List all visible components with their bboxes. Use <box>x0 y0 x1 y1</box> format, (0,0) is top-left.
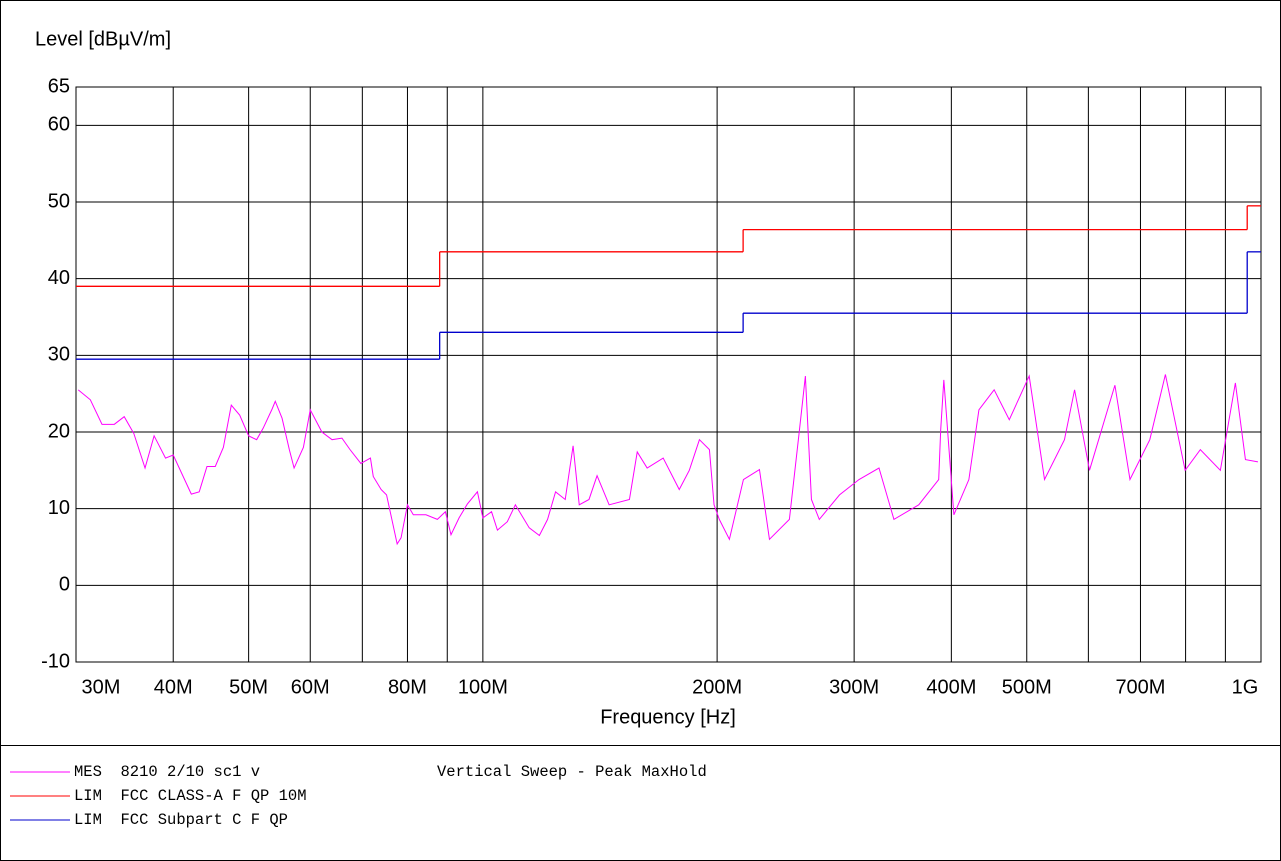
legend-label: LIM FCC Subpart C F QP <box>74 811 288 829</box>
x-tick-label: 300M <box>829 676 879 698</box>
x-tick-label: 80M <box>388 676 427 698</box>
y-tick-label: 60 <box>48 114 70 136</box>
y-tick-label: 0 <box>59 574 70 596</box>
y-tick-label: 40 <box>48 267 70 289</box>
y-axis-label: Level [dBµV/m] <box>35 28 171 50</box>
measurement-line <box>77 374 1259 546</box>
x-axis-label: Frequency [Hz] <box>600 706 736 728</box>
x-tick-label: 500M <box>1002 676 1052 698</box>
x-tick-label: 1G <box>1232 676 1259 698</box>
y-tick-label: 20 <box>48 420 70 442</box>
x-tick-label: 40M <box>154 676 193 698</box>
y-tick-label: -10 <box>41 650 70 672</box>
y-tick-label: 30 <box>48 344 70 366</box>
legend-note: Vertical Sweep - Peak MaxHold <box>437 763 707 781</box>
x-tick-label: 30M <box>82 676 121 698</box>
plot-area <box>75 86 1262 663</box>
x-tick-label: 200M <box>692 676 742 698</box>
x-tick-label: 60M <box>291 676 330 698</box>
y-tick-label: 10 <box>48 497 70 519</box>
x-tick-label: 100M <box>458 676 508 698</box>
legend-label: LIM FCC CLASS-A F QP 10M <box>74 787 307 805</box>
x-tick-label: 50M <box>229 676 268 698</box>
y-tick-label: 50 <box>48 190 70 212</box>
x-tick-label: 400M <box>926 676 976 698</box>
y-tick-label: 65 <box>48 75 70 97</box>
x-tick-label: 700M <box>1115 676 1165 698</box>
legend-label: MES 8210 2/10 sc1 v <box>74 763 260 781</box>
